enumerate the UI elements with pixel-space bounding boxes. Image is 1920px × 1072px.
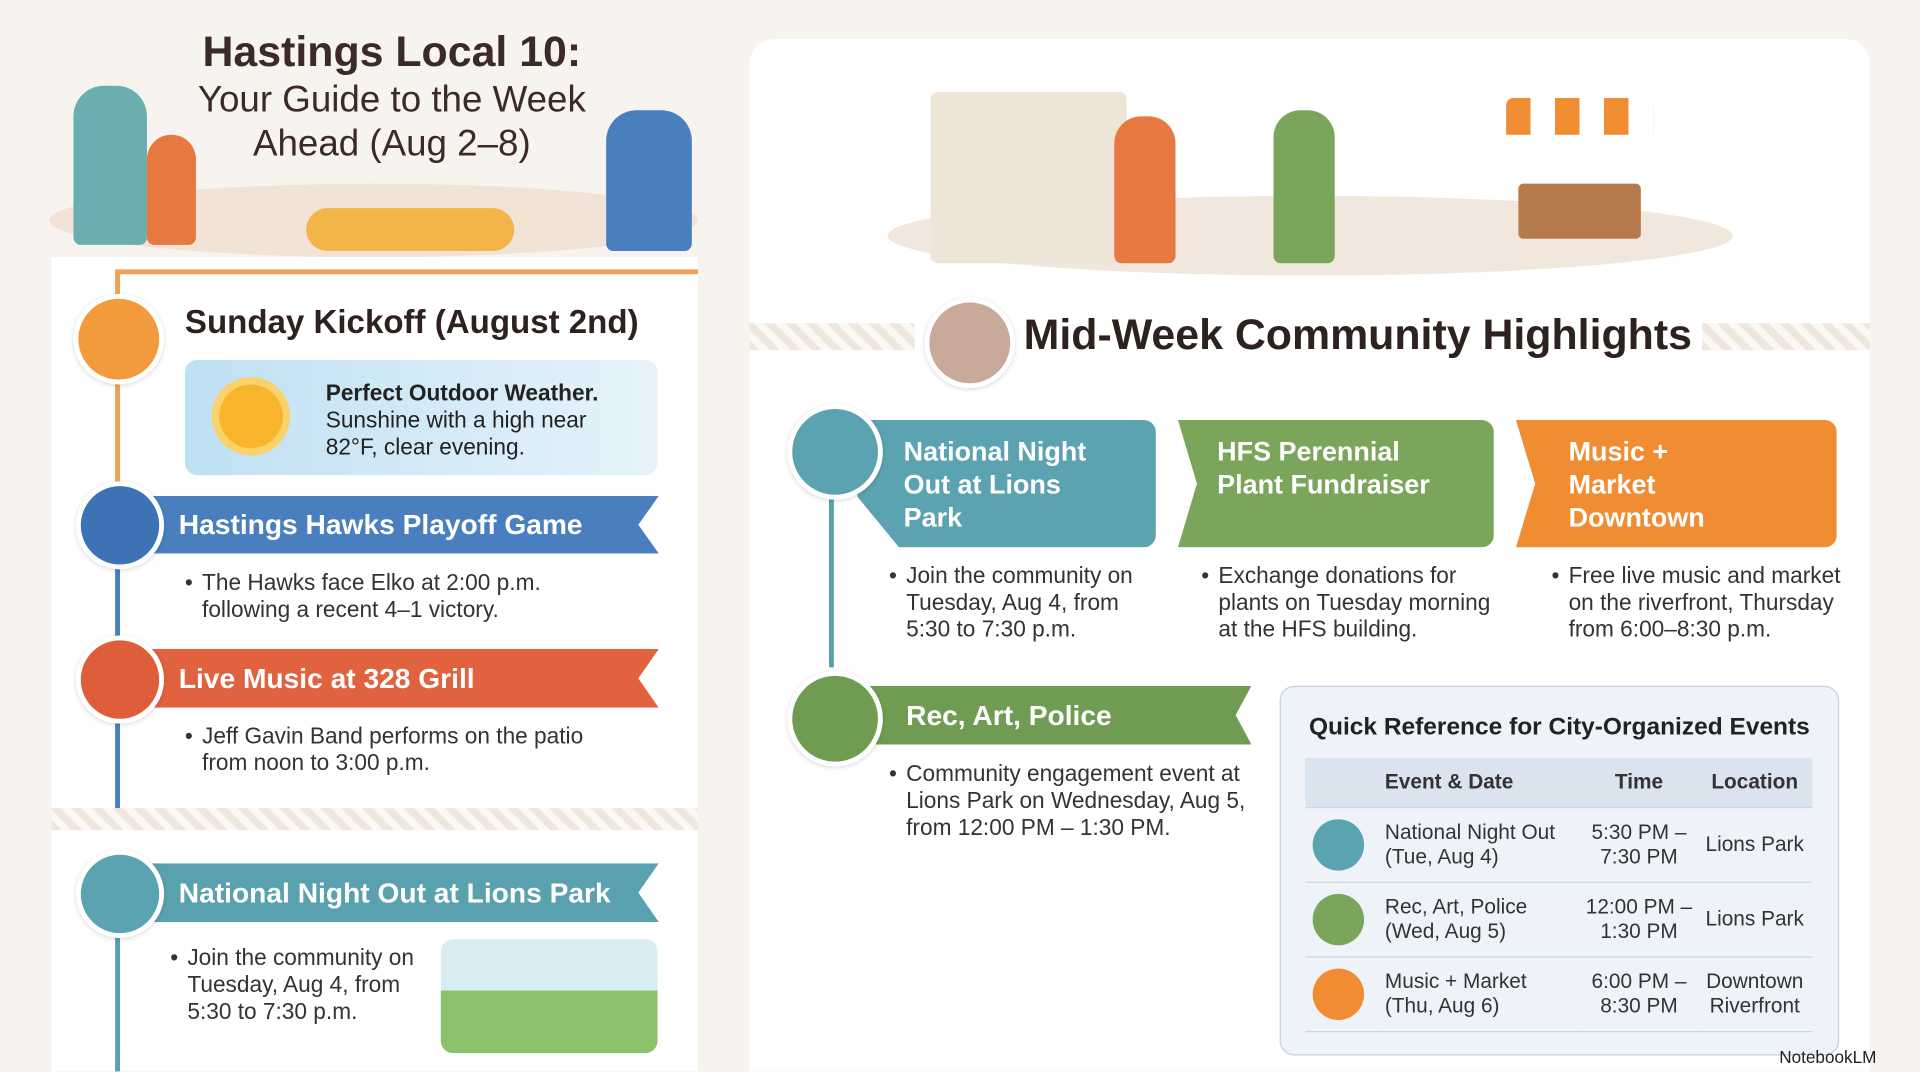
column-header: Time bbox=[1580, 757, 1698, 808]
event-text: The Hawks face Elko at 2:00 p.m. followi… bbox=[185, 569, 569, 623]
event-banner: Live Music at 328 Grill bbox=[146, 648, 659, 708]
table-body: National Night Out (Tue, Aug 4) 5:30 PM –… bbox=[1305, 806, 1813, 1032]
header: Hastings Local 10: Your Guide to the Wee… bbox=[147, 27, 637, 167]
column-header: Location bbox=[1697, 757, 1813, 808]
weather-detail: Sunshine with a high near 82°F, clear ev… bbox=[325, 406, 587, 460]
weather-title: Perfect Outdoor Weather. bbox=[325, 379, 599, 406]
section-heading: Sunday Kickoff (August 2nd) bbox=[184, 303, 639, 341]
baseball-icon bbox=[75, 481, 165, 570]
illustration bbox=[1518, 183, 1641, 239]
card-title: National Night Out at Lions Park bbox=[903, 435, 1087, 533]
illustration bbox=[930, 91, 1127, 264]
card-text: Exchange donations for plants on Tuesday… bbox=[1201, 562, 1500, 643]
card-title: Music + Market Downtown bbox=[1568, 435, 1705, 533]
icon-col bbox=[1305, 757, 1379, 808]
hands-icon bbox=[75, 849, 165, 938]
divider bbox=[51, 808, 698, 831]
illustration bbox=[73, 85, 147, 245]
weather-box: Perfect Outdoor Weather. Sunshine with a… bbox=[184, 360, 658, 476]
event-banner: National Night Out at Lions Park bbox=[146, 863, 659, 923]
table-cell: Lions Park bbox=[1697, 806, 1813, 883]
table-cell: 12:00 PM – 1:30 PM bbox=[1580, 881, 1698, 957]
hands-icon bbox=[787, 404, 883, 500]
section-heading: Mid-Week Community Highlights bbox=[1023, 311, 1692, 359]
palette-icon bbox=[787, 671, 883, 767]
table-cell: 6:00 PM – 8:30 PM bbox=[1580, 956, 1698, 1032]
header-row: Event & Date Time Location bbox=[1305, 757, 1813, 808]
divider bbox=[1702, 323, 1870, 351]
table-cell: 5:30 PM – 7:30 PM bbox=[1580, 806, 1698, 883]
event-card: Music + Market Downtown bbox=[1515, 420, 1837, 548]
table-row: Music + Market (Thu, Aug 6) 6:00 PM – 8:3… bbox=[1305, 956, 1813, 1032]
divider bbox=[749, 323, 915, 351]
community-icon bbox=[924, 297, 1016, 389]
event-text: Join the community on Tuesday, Aug 4, fr… bbox=[170, 944, 432, 1025]
sun-icon bbox=[73, 293, 165, 385]
table-title: Quick Reference for City-Organized Event… bbox=[1308, 713, 1810, 741]
guitar-icon bbox=[75, 635, 165, 724]
event-text: Jeff Gavin Band performs on the patio fr… bbox=[185, 722, 606, 776]
title: Hastings Local 10: bbox=[202, 28, 582, 76]
row-icon bbox=[1312, 967, 1365, 1020]
table-row: Rec, Art, Police (Wed, Aug 5) 12:00 PM – … bbox=[1305, 881, 1813, 957]
event-card: HFS Perennial Plant Fundraiser bbox=[1177, 420, 1494, 548]
column-header: Event & Date bbox=[1378, 757, 1581, 808]
table-cell: Lions Park bbox=[1697, 881, 1813, 957]
event-banner: Rec, Art, Police bbox=[857, 685, 1252, 745]
illustration bbox=[1273, 110, 1335, 264]
subtitle: Your Guide to the Week Ahead (Aug 2–8) bbox=[197, 79, 586, 165]
illustration bbox=[606, 110, 692, 252]
row-icon bbox=[1312, 818, 1365, 871]
brand: NotebookLM bbox=[1779, 1046, 1877, 1067]
weather-text: Perfect Outdoor Weather. Sunshine with a… bbox=[326, 380, 608, 461]
reference-table: Quick Reference for City-Organized Event… bbox=[1279, 685, 1840, 1056]
icon-cell bbox=[1305, 881, 1379, 957]
table-cell: Music + Market (Thu, Aug 6) bbox=[1378, 956, 1581, 1032]
event-banner: Hastings Hawks Playoff Game bbox=[146, 495, 659, 554]
illustration bbox=[1506, 97, 1654, 135]
illustration bbox=[1114, 116, 1176, 264]
card-title: HFS Perennial Plant Fundraiser bbox=[1217, 435, 1430, 500]
rec-text: Community engagement event at Lions Park… bbox=[889, 760, 1255, 841]
icon-cell bbox=[1305, 806, 1379, 883]
card-text: Free live music and market on the riverf… bbox=[1551, 562, 1851, 643]
table-cell: Rec, Art, Police (Wed, Aug 5) bbox=[1378, 881, 1581, 957]
table-cell: Downtown Riverfront bbox=[1697, 956, 1813, 1032]
timeline bbox=[115, 893, 121, 1072]
photo bbox=[440, 939, 658, 1054]
card-text: Join the community on Tuesday, Aug 4, fr… bbox=[889, 562, 1151, 643]
illustration bbox=[306, 208, 515, 252]
row-icon bbox=[1312, 893, 1365, 945]
event-card: National Night Out at Lions Park bbox=[857, 420, 1156, 548]
table: Event & Date Time Location National Nigh… bbox=[1305, 757, 1813, 1032]
icon-cell bbox=[1305, 956, 1379, 1032]
sun bbox=[219, 384, 283, 449]
table-cell: National Night Out (Tue, Aug 4) bbox=[1378, 806, 1581, 883]
illustration bbox=[146, 134, 196, 245]
timeline bbox=[115, 269, 698, 275]
timeline bbox=[828, 446, 834, 668]
table-row: National Night Out (Tue, Aug 4) 5:30 PM –… bbox=[1305, 806, 1813, 883]
